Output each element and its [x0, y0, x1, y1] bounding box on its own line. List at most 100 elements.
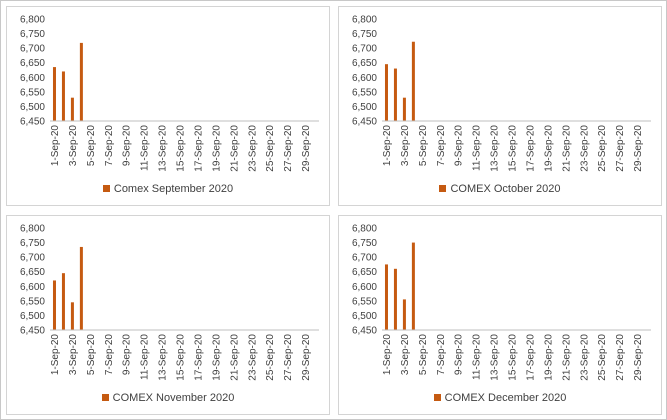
- y-tick-label: 6,600: [352, 73, 377, 84]
- bar: [70, 97, 74, 121]
- y-tick-label: 6,500: [352, 102, 377, 113]
- y-tick-label: 6,550: [352, 87, 377, 98]
- y-tick-label: 6,650: [352, 58, 377, 69]
- y-tick-label: 6,700: [20, 253, 45, 264]
- y-tick-label: 6,750: [352, 238, 377, 249]
- x-tick-label: 1-Sep-20: [50, 334, 61, 376]
- x-tick-label: 23-Sep-20: [579, 125, 590, 172]
- legend: Comex September 2020: [7, 183, 329, 195]
- x-tick-label: 13-Sep-20: [158, 125, 169, 172]
- x-tick-label: 13-Sep-20: [158, 334, 169, 381]
- x-tick-label: 17-Sep-20: [525, 334, 536, 381]
- y-tick-label: 6,700: [352, 253, 377, 264]
- y-tick-label: 6,800: [352, 15, 377, 26]
- legend-swatch: [102, 185, 110, 192]
- bar: [402, 299, 406, 330]
- x-tick-label: 25-Sep-20: [265, 334, 276, 381]
- bar: [393, 68, 397, 121]
- x-tick-label: 25-Sep-20: [597, 125, 608, 172]
- legend: COMEX October 2020: [339, 183, 661, 195]
- legend-swatch: [439, 185, 447, 192]
- chart-panel-comex-september: 6,450 6,500 6,550 6,600 6,650 6,700 6,750 6,800…: [6, 6, 330, 206]
- x-tick-label: 27-Sep-20: [283, 125, 294, 172]
- x-tick-label: 19-Sep-20: [211, 125, 222, 172]
- y-tick-label: 6,450: [20, 117, 45, 128]
- x-tick-label: 19-Sep-20: [211, 334, 222, 381]
- x-tick-label: 11-Sep-20: [140, 125, 151, 171]
- legend-label: COMEX November 2020: [112, 392, 235, 404]
- y-tick-label: 6,500: [352, 311, 377, 322]
- x-tick-label: 17-Sep-20: [193, 334, 204, 381]
- x-tick-label: 7-Sep-20: [436, 125, 447, 167]
- x-tick-label: 15-Sep-20: [176, 334, 187, 381]
- x-tick-label: 3-Sep-20: [400, 334, 411, 376]
- y-tick-label: 6,650: [20, 58, 45, 69]
- y-tick-label: 6,800: [352, 224, 377, 235]
- bar: [411, 242, 415, 330]
- y-tick-label: 6,650: [20, 267, 45, 278]
- x-tick-label: 5-Sep-20: [418, 334, 429, 376]
- y-tick-label: 6,600: [20, 282, 45, 293]
- x-tick-label: 23-Sep-20: [579, 334, 590, 381]
- x-tick-label: 27-Sep-20: [615, 334, 626, 381]
- legend: COMEX November 2020: [7, 392, 329, 404]
- x-tick-label: 9-Sep-20: [122, 125, 133, 167]
- chart-plot: 6,450 6,500 6,550 6,600 6,650 6,700 6,750 6,800…: [352, 224, 651, 381]
- bar: [384, 64, 388, 121]
- bar: [79, 246, 83, 330]
- bar: [384, 264, 388, 330]
- y-tick-label: 6,750: [352, 29, 377, 40]
- bar: [52, 67, 56, 121]
- y-tick-label: 6,550: [20, 87, 45, 98]
- chart-panel-comex-october: 6,450 6,500 6,550 6,600 6,650 6,700 6,750 6,800…: [338, 6, 662, 206]
- x-tick-label: 29-Sep-20: [633, 125, 644, 172]
- x-tick-label: 5-Sep-20: [86, 125, 97, 167]
- bar: [61, 71, 65, 121]
- x-tick-label: 7-Sep-20: [104, 334, 115, 376]
- x-tick-label: 15-Sep-20: [508, 334, 519, 381]
- x-tick-label: 27-Sep-20: [283, 334, 294, 381]
- x-tick-label: 9-Sep-20: [122, 334, 133, 376]
- legend-swatch: [101, 394, 109, 401]
- x-tick-label: 11-Sep-20: [140, 334, 151, 380]
- x-tick-label: 11-Sep-20: [472, 125, 483, 171]
- x-tick-label: 23-Sep-20: [247, 334, 258, 381]
- y-tick-label: 6,450: [352, 117, 377, 128]
- legend-swatch: [433, 394, 441, 401]
- x-tick-label: 27-Sep-20: [615, 125, 626, 172]
- chart-panel-comex-november: 6,450 6,500 6,550 6,600 6,650 6,700 6,750 6,800…: [6, 215, 330, 415]
- y-tick-label: 6,700: [352, 44, 377, 55]
- y-tick-label: 6,600: [20, 73, 45, 84]
- bar: [61, 273, 65, 330]
- legend-label: COMEX December 2020: [444, 392, 567, 404]
- y-tick-label: 6,550: [20, 296, 45, 307]
- x-tick-label: 1-Sep-20: [382, 125, 393, 167]
- x-tick-label: 7-Sep-20: [436, 334, 447, 376]
- x-tick-label: 29-Sep-20: [301, 334, 312, 381]
- y-tick-label: 6,750: [20, 29, 45, 40]
- x-tick-label: 15-Sep-20: [508, 125, 519, 172]
- x-tick-label: 1-Sep-20: [50, 125, 61, 167]
- y-tick-label: 6,600: [352, 282, 377, 293]
- y-tick-label: 6,450: [20, 326, 45, 337]
- x-tick-label: 29-Sep-20: [633, 334, 644, 381]
- x-tick-label: 13-Sep-20: [490, 125, 501, 172]
- y-tick-label: 6,500: [20, 311, 45, 322]
- bar: [411, 41, 415, 121]
- x-tick-label: 21-Sep-20: [229, 334, 240, 381]
- legend: COMEX December 2020: [339, 392, 661, 404]
- y-tick-label: 6,550: [352, 296, 377, 307]
- x-tick-label: 17-Sep-20: [193, 125, 204, 172]
- y-tick-label: 6,800: [20, 15, 45, 26]
- y-tick-label: 6,800: [20, 224, 45, 235]
- x-tick-label: 25-Sep-20: [597, 334, 608, 381]
- bar: [402, 97, 406, 121]
- legend-label: Comex September 2020: [113, 183, 234, 195]
- y-tick-label: 6,700: [20, 44, 45, 55]
- x-tick-label: 11-Sep-20: [472, 334, 483, 380]
- x-tick-label: 3-Sep-20: [68, 334, 79, 376]
- chart-plot: 6,450 6,500 6,550 6,600 6,650 6,700 6,750 6,800…: [352, 15, 651, 172]
- x-tick-label: 13-Sep-20: [490, 334, 501, 381]
- x-tick-label: 3-Sep-20: [68, 125, 79, 167]
- y-tick-label: 6,650: [352, 267, 377, 278]
